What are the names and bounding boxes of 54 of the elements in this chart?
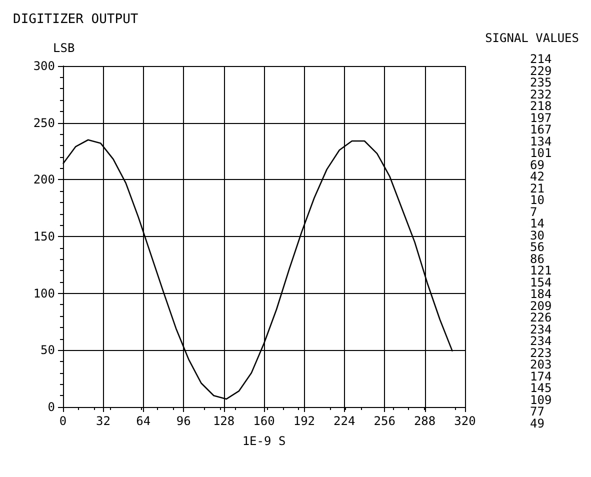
text: 214	[530, 52, 552, 66]
chart-title: DIGITIZER OUTPUT	[13, 12, 138, 27]
x-axis-title: 1E-9 S	[242, 434, 286, 448]
text: 10	[530, 193, 544, 207]
text: 235	[530, 76, 552, 90]
text: 232	[530, 87, 552, 102]
text: 203	[530, 358, 552, 372]
text: 145	[530, 381, 552, 395]
x-tick-label: 192	[293, 414, 316, 428]
y-axis-title: LSB	[53, 41, 75, 55]
text: 134	[530, 134, 552, 148]
x-tick-label: 288	[414, 414, 436, 428]
text: 234	[530, 334, 552, 348]
y-tick-label: 50	[40, 343, 55, 358]
text: SIGNAL VALUES	[485, 31, 579, 45]
x-tick-label: 160	[253, 414, 275, 428]
y-tick-label: 300	[33, 59, 55, 73]
y-tick-label: 150	[33, 230, 55, 244]
text: 109	[530, 392, 552, 407]
y-tick-label: 100	[33, 286, 55, 300]
text: 184	[530, 287, 552, 301]
text: 223	[530, 346, 552, 360]
text: 167	[530, 122, 552, 136]
text: 7	[530, 204, 538, 219]
text: 154	[530, 275, 552, 290]
text: 174	[530, 369, 552, 384]
text: 234	[530, 322, 552, 336]
text: 86	[530, 252, 544, 266]
text: 21	[530, 181, 544, 196]
text: 42	[530, 170, 544, 184]
y-tick-label: 200	[33, 172, 55, 187]
text: 226	[530, 310, 552, 324]
text: 121	[530, 264, 552, 278]
text: 69	[530, 158, 544, 172]
x-tick-label: 64	[136, 414, 151, 428]
x-tick-label: 0	[59, 414, 67, 428]
text: 49	[530, 416, 544, 430]
text: 77	[530, 404, 544, 418]
text: 229	[530, 64, 552, 78]
text: 56	[530, 240, 544, 254]
x-tick-label: 256	[374, 414, 396, 428]
text: 209	[530, 298, 552, 313]
text: 30	[530, 228, 544, 242]
x-tick-label: 128	[212, 414, 235, 428]
text: 218	[530, 99, 552, 113]
x-tick-label: 96	[176, 414, 191, 428]
x-tick-label: 224	[334, 414, 356, 428]
y-tick-label: 0	[48, 400, 55, 414]
x-tick-label: 32	[96, 414, 110, 428]
text: 14	[530, 216, 544, 230]
text: 101	[530, 146, 552, 160]
x-tick-label: 320	[454, 414, 476, 428]
y-tick-label: 250	[33, 116, 55, 130]
text: 197	[530, 110, 552, 125]
